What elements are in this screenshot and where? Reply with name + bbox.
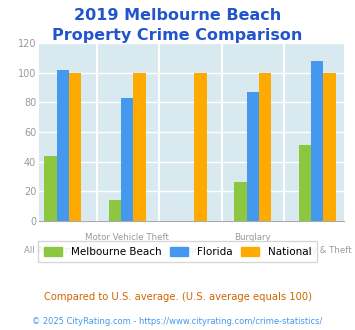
Text: 2019 Melbourne Beach: 2019 Melbourne Beach (74, 8, 281, 23)
Bar (234, 182, 247, 221)
Bar (195, 73, 207, 221)
Text: Motor Vehicle Theft: Motor Vehicle Theft (85, 233, 169, 242)
Text: Compared to U.S. average. (U.S. average equals 100): Compared to U.S. average. (U.S. average … (44, 292, 311, 302)
Text: Larceny & Theft: Larceny & Theft (283, 246, 351, 255)
Bar (259, 73, 271, 221)
Text: Burglary: Burglary (234, 233, 271, 242)
Bar (109, 200, 121, 221)
Bar (311, 61, 323, 221)
Bar (69, 73, 81, 221)
Bar (247, 92, 259, 221)
Bar (323, 73, 335, 221)
Text: All Property Crime: All Property Crime (24, 246, 102, 255)
Bar (44, 156, 57, 221)
Legend: Melbourne Beach, Florida, National: Melbourne Beach, Florida, National (38, 242, 317, 262)
Text: Arson: Arson (176, 246, 201, 255)
Bar (121, 98, 133, 221)
Bar (133, 73, 146, 221)
Bar (57, 70, 69, 221)
Text: © 2025 CityRating.com - https://www.cityrating.com/crime-statistics/: © 2025 CityRating.com - https://www.city… (32, 317, 323, 326)
Bar (299, 145, 311, 221)
Text: Property Crime Comparison: Property Crime Comparison (52, 28, 303, 43)
